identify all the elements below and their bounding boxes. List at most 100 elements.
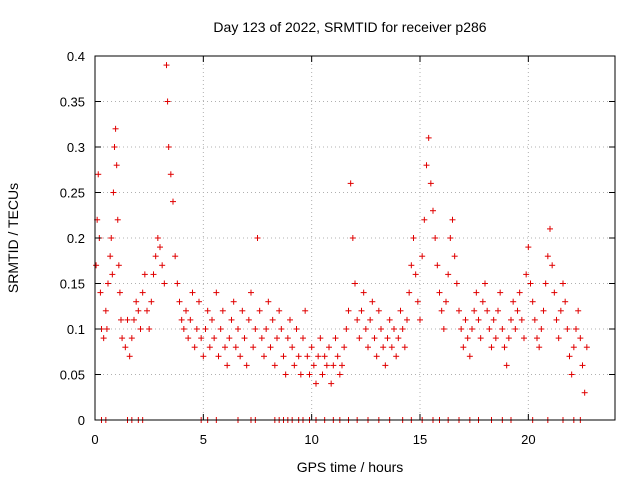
data-point <box>391 326 397 332</box>
data-point <box>196 298 202 305</box>
data-point <box>297 371 304 378</box>
data-point <box>406 289 413 296</box>
data-point <box>356 335 363 342</box>
data-point <box>118 316 124 323</box>
data-point <box>549 262 556 269</box>
data-point <box>239 307 246 314</box>
data-point <box>161 280 168 287</box>
data-point <box>410 235 417 241</box>
data-point <box>178 316 185 323</box>
data-point <box>445 271 452 278</box>
data-point <box>443 298 449 305</box>
y-tick-label: 0 <box>78 413 85 428</box>
y-tick-label: 0.15 <box>60 277 85 292</box>
data-point <box>126 353 133 360</box>
data-point <box>365 344 371 351</box>
data-point <box>505 335 512 342</box>
data-point <box>176 298 183 305</box>
data-point <box>280 353 287 360</box>
data-point <box>295 353 302 360</box>
data-point <box>228 316 235 323</box>
data-point <box>163 62 170 69</box>
y-tick-label: 0.05 <box>60 368 85 383</box>
data-point <box>224 362 231 369</box>
data-point <box>417 316 423 323</box>
data-point <box>146 326 153 332</box>
data-point <box>193 326 200 332</box>
data-point <box>133 298 140 305</box>
data-point <box>404 316 410 323</box>
data-point <box>109 271 116 278</box>
y-tick-label: 0.3 <box>67 140 85 155</box>
data-point <box>95 171 102 178</box>
x-tick-label: 15 <box>413 432 427 447</box>
y-tick-label: 0.35 <box>60 95 85 110</box>
data-point <box>135 307 142 314</box>
data-points <box>93 62 590 423</box>
data-point <box>497 289 504 296</box>
data-point <box>113 162 120 169</box>
data-point <box>110 189 117 196</box>
data-point <box>380 344 387 351</box>
data-point <box>243 362 250 369</box>
data-point <box>367 316 374 323</box>
data-point <box>204 307 211 314</box>
data-point <box>464 335 471 342</box>
data-point <box>128 335 135 342</box>
data-point <box>326 344 332 351</box>
data-point <box>460 344 467 351</box>
data-point <box>321 353 328 360</box>
data-point <box>287 316 293 323</box>
data-point <box>477 335 484 342</box>
data-point <box>501 344 508 351</box>
data-point <box>369 298 376 305</box>
data-point <box>473 289 480 296</box>
data-point <box>421 216 428 223</box>
data-point <box>423 162 430 169</box>
x-tick-label: 5 <box>200 432 207 447</box>
data-point <box>557 307 564 314</box>
data-point <box>334 353 341 360</box>
data-point <box>560 280 566 287</box>
data-point <box>124 316 131 323</box>
data-point <box>289 344 296 351</box>
data-point <box>542 280 549 287</box>
data-point <box>174 280 181 287</box>
data-point <box>206 344 213 351</box>
data-point <box>577 335 584 342</box>
data-point <box>313 380 319 387</box>
data-point <box>375 307 382 314</box>
data-point <box>358 307 365 314</box>
data-point <box>323 362 330 369</box>
data-point <box>315 353 322 360</box>
data-point <box>492 335 499 342</box>
data-point <box>198 335 205 342</box>
data-point <box>575 307 582 314</box>
data-point <box>200 353 207 360</box>
data-point <box>180 326 187 332</box>
data-point <box>114 216 121 223</box>
data-point <box>256 307 263 314</box>
data-point <box>382 362 389 369</box>
data-point <box>458 326 465 332</box>
data-point <box>97 289 104 296</box>
data-point <box>219 307 226 314</box>
data-point <box>436 289 443 296</box>
data-point <box>328 380 335 387</box>
data-point <box>427 180 434 187</box>
data-point <box>512 326 519 332</box>
data-point <box>108 235 115 241</box>
data-point <box>308 344 315 351</box>
data-point <box>547 225 553 232</box>
data-point <box>360 289 367 296</box>
data-point <box>343 326 350 332</box>
data-point <box>555 335 562 342</box>
data-point <box>449 216 456 223</box>
data-point <box>185 335 192 342</box>
data-point <box>412 271 419 278</box>
data-point <box>425 134 432 141</box>
data-point <box>183 307 189 314</box>
data-point <box>529 298 536 305</box>
data-point <box>187 316 194 323</box>
data-point <box>241 335 248 342</box>
